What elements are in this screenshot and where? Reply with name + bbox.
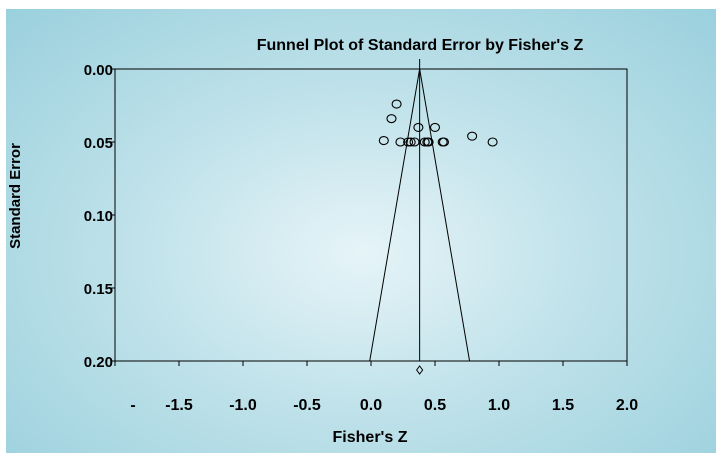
y-tick-label: 0.05 [84,135,113,152]
x-tick-label: 0.5 [424,397,446,414]
study-point [467,131,478,141]
study-point [409,137,420,147]
funnel-lines [369,59,471,375]
x-tick-label: 1.0 [488,397,510,414]
y-tick-label: 0.15 [84,281,113,298]
pooled-estimate-diamond [416,365,424,375]
x-tick-label: -1.0 [229,397,257,414]
chart-title: Funnel Plot of Standard Error by Fisher'… [257,37,584,54]
x-axis: - -1.5 -1.0 -0.5 0.0 0.5 1.0 1.5 2.0 [114,361,638,414]
study-point [403,137,414,147]
funnel-left-line [369,68,421,362]
study-point [423,137,434,147]
x-axis-label: Fisher's Z [333,429,408,446]
study-point [378,135,389,146]
x-tick-label: - [130,397,135,414]
y-tick-label: 0.20 [84,354,113,371]
study-point [438,137,450,147]
study-point [413,122,424,132]
plot-area [114,68,628,362]
y-axis-label: Standard Error [7,143,24,249]
y-axis: 0.00 0.05 0.10 0.15 0.20 [84,62,115,371]
y-tick-label: 0.10 [84,208,113,225]
x-tick-label: -0.5 [293,397,321,414]
y-tick-label: 0.00 [84,62,113,79]
study-point [386,114,397,124]
study-point [391,99,402,109]
x-tick-label: 2.0 [616,397,638,414]
funnel-right-line [419,68,471,362]
study-point [487,137,498,147]
chart-panel [6,9,716,453]
study-point [419,137,430,147]
x-tick-label: -1.5 [165,397,193,414]
study-point [395,137,406,147]
x-tick-label: 0.0 [360,397,382,414]
study-point [429,122,441,132]
study-point [405,137,416,147]
x-tick-label: 1.5 [552,397,574,414]
study-points [378,99,498,147]
